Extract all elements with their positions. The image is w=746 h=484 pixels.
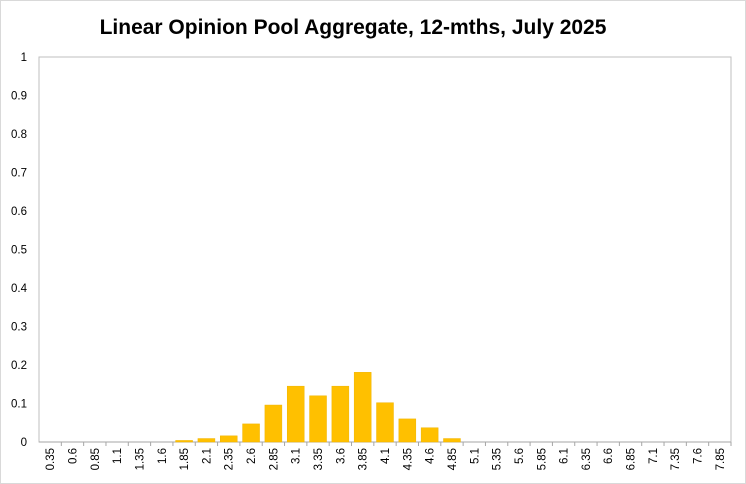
x-tick-label: 4.6	[425, 448, 437, 464]
bar	[242, 423, 260, 443]
bar	[398, 418, 417, 443]
y-tick-label: 0.2	[11, 360, 27, 372]
bar	[264, 404, 283, 443]
x-tick-label: 1.1	[112, 448, 124, 464]
plot-area-border	[38, 56, 732, 443]
y-tick-label: 0.3	[11, 322, 27, 334]
y-tick-label: 0.7	[11, 168, 27, 180]
chart-title: Linear Opinion Pool Aggregate, 12-mths, …	[99, 16, 607, 39]
bar	[376, 402, 394, 443]
x-tick-label: 6.6	[603, 448, 615, 464]
x-tick-label: 5.35	[492, 448, 504, 470]
x-tick-label: 6.35	[581, 448, 593, 470]
x-tick-label: 6.85	[626, 448, 638, 470]
bar	[175, 440, 193, 443]
x-tick-label: 3.35	[313, 448, 325, 470]
x-tick-label: 1.85	[179, 448, 191, 470]
bar	[331, 385, 350, 443]
y-tick-label: 0.8	[11, 129, 27, 141]
x-tick-label: 0.35	[45, 448, 57, 470]
y-tick-label: 0.1	[11, 399, 27, 411]
x-tick-label: 6.1	[559, 448, 571, 464]
x-tick-label: 4.85	[447, 448, 459, 470]
bar	[420, 427, 439, 443]
x-tick-label: 3.85	[358, 448, 370, 470]
x-tick-label: 5.6	[514, 448, 526, 464]
x-tick-label: 2.35	[224, 448, 236, 470]
x-tick-label: 7.85	[715, 448, 727, 470]
x-tick-label: 4.35	[402, 448, 414, 470]
x-tick-label: 1.35	[134, 448, 146, 470]
x-tick-label: 0.85	[90, 448, 102, 470]
y-tick-label: 0.5	[11, 245, 27, 257]
y-tick-label: 0.9	[11, 91, 27, 103]
y-tick-label: 0.6	[11, 206, 27, 218]
bar	[286, 385, 305, 443]
x-tick-label: 4.1	[380, 448, 392, 464]
x-tick-label: 3.6	[335, 448, 347, 464]
bar	[220, 435, 238, 443]
x-tick-label: 2.6	[246, 448, 258, 464]
x-tick-label: 7.6	[693, 448, 705, 464]
x-tick-label: 3.1	[291, 448, 303, 464]
bar	[309, 395, 327, 443]
x-tick-label: 7.35	[670, 448, 682, 470]
bar	[443, 438, 461, 443]
x-tick-label: 1.6	[157, 448, 169, 464]
x-tick-label: 0.6	[67, 448, 79, 464]
x-tick-label: 5.1	[469, 448, 481, 464]
x-tick-label: 2.85	[268, 448, 280, 470]
bar	[353, 372, 372, 443]
x-tick-label: 7.1	[648, 448, 660, 464]
bar	[197, 438, 216, 443]
x-tick-label: 2.1	[201, 448, 213, 464]
y-tick-label: 0	[21, 437, 27, 449]
y-tick-label: 0.4	[11, 283, 28, 295]
y-tick-label: 1	[21, 52, 27, 64]
x-tick-label: 5.85	[536, 448, 548, 470]
